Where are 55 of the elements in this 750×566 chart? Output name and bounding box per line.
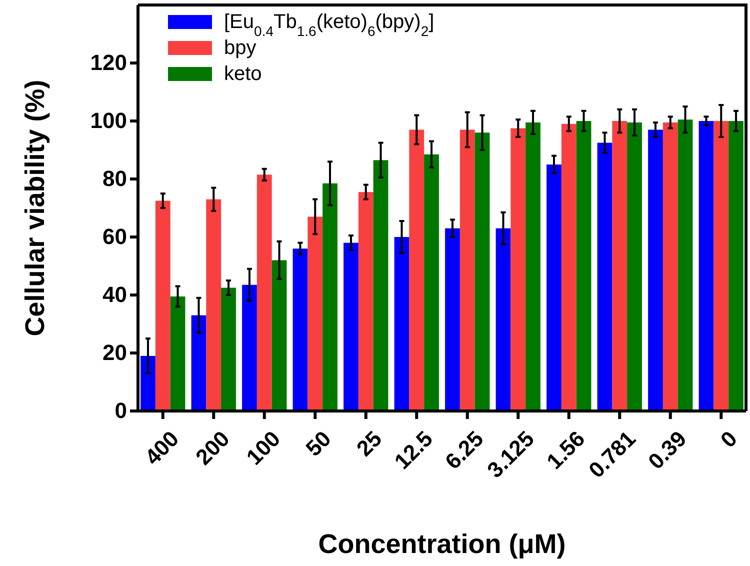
bar bbox=[698, 121, 714, 411]
bar bbox=[394, 237, 410, 411]
bar bbox=[170, 296, 186, 411]
bar bbox=[728, 121, 744, 411]
x-tick-label: 0.39 bbox=[643, 426, 692, 474]
bar bbox=[662, 122, 678, 411]
bar bbox=[191, 315, 206, 411]
bar bbox=[561, 124, 576, 411]
y-tick-label: 60 bbox=[102, 224, 127, 250]
bar bbox=[496, 228, 511, 411]
legend-label: bpy bbox=[224, 37, 256, 59]
y-tick-label: 80 bbox=[102, 166, 127, 192]
bar bbox=[510, 128, 526, 411]
x-tick-label: 200 bbox=[190, 426, 234, 470]
y-axis-title: Cellular viability (%) bbox=[20, 80, 50, 336]
bar bbox=[474, 132, 490, 411]
bar bbox=[445, 228, 460, 411]
bar bbox=[546, 164, 562, 411]
bar bbox=[648, 130, 663, 411]
legend-label: keto bbox=[224, 63, 262, 85]
bar bbox=[221, 288, 236, 411]
bar bbox=[424, 154, 439, 411]
bar bbox=[140, 356, 156, 411]
x-tick-label: 100 bbox=[241, 426, 286, 470]
x-tick-label: 400 bbox=[140, 426, 184, 470]
y-tick-label: 0 bbox=[114, 398, 127, 424]
bar bbox=[272, 260, 287, 411]
bar bbox=[322, 183, 338, 411]
y-tick-label: 20 bbox=[102, 340, 127, 366]
x-tick-label: 50 bbox=[300, 426, 336, 462]
bar bbox=[292, 248, 308, 411]
y-tick-label: 100 bbox=[90, 108, 127, 134]
bar bbox=[612, 121, 628, 411]
bar bbox=[373, 160, 388, 411]
bar bbox=[678, 120, 693, 411]
bar bbox=[344, 242, 358, 411]
y-tick-label: 120 bbox=[90, 50, 127, 76]
x-axis-title: Concentration (μM) bbox=[318, 529, 566, 559]
bar bbox=[242, 284, 257, 411]
bar bbox=[409, 130, 424, 411]
x-tick-label: 0 bbox=[716, 426, 742, 452]
bar bbox=[358, 192, 374, 411]
bar bbox=[460, 130, 475, 411]
bar bbox=[576, 121, 592, 411]
bar bbox=[526, 122, 540, 411]
bar bbox=[155, 200, 170, 411]
bar bbox=[714, 121, 729, 411]
text: [Eu$_{0.4}$Tb$_{1.6}$(keto)$_{6}$(bpy)$_{2}$] bbox=[224, 11, 434, 39]
bar bbox=[627, 122, 642, 411]
x-tick-label: 25 bbox=[352, 426, 387, 462]
bar bbox=[206, 199, 222, 411]
bar bbox=[256, 174, 272, 411]
bar bbox=[308, 216, 323, 411]
bar bbox=[597, 142, 612, 411]
y-tick-label: 40 bbox=[102, 282, 127, 308]
